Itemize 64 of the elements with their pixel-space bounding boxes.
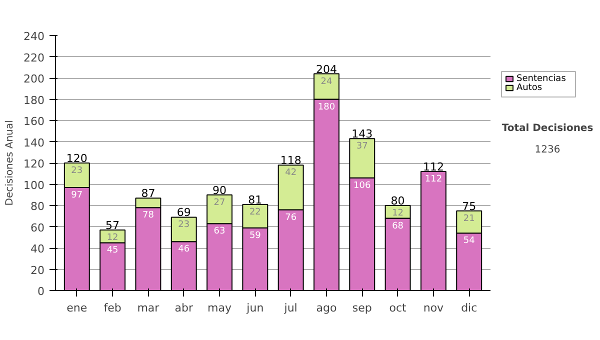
x-tick-label: mar bbox=[137, 302, 160, 314]
total-label: 75 bbox=[462, 200, 476, 213]
x-tick-label: feb bbox=[104, 302, 122, 314]
y-tick-label: 0 bbox=[38, 285, 44, 298]
total-label: 87 bbox=[141, 187, 156, 200]
data-label: 46 bbox=[178, 244, 190, 255]
data-label: 78 bbox=[142, 210, 154, 221]
total-label: 118 bbox=[280, 154, 302, 168]
total-label: 120 bbox=[66, 152, 88, 165]
x-tick-label: sep bbox=[352, 302, 372, 314]
data-label: 68 bbox=[392, 221, 404, 232]
data-label: 106 bbox=[354, 180, 371, 191]
data-label: 76 bbox=[285, 212, 297, 223]
data-label: 27 bbox=[214, 198, 226, 208]
x-tick-label: dic bbox=[461, 302, 478, 314]
text: Total Decisiones bbox=[502, 123, 594, 134]
data-label: 112 bbox=[424, 174, 442, 184]
total-label: 81 bbox=[248, 193, 262, 206]
x-tick-label: ene bbox=[66, 302, 88, 314]
y-tick-label: 100 bbox=[24, 178, 45, 192]
y-tick-label: 180 bbox=[24, 94, 45, 107]
text: 1236 bbox=[534, 144, 560, 156]
x-tick-label: jul bbox=[283, 302, 298, 314]
x-tick-label: may bbox=[208, 302, 232, 314]
x-tick-label: abr bbox=[174, 302, 194, 314]
data-label: 97 bbox=[71, 190, 83, 200]
y-axis-title: Decisiones Anual bbox=[4, 120, 16, 206]
total-label: 143 bbox=[352, 128, 373, 141]
total-label: 57 bbox=[106, 218, 120, 232]
y-tick-label: 160 bbox=[24, 115, 45, 128]
y-tick-label: 140 bbox=[24, 136, 45, 150]
data-label: 22 bbox=[249, 207, 261, 218]
y-tick-label: 120 bbox=[24, 158, 45, 170]
legend-label: Autos bbox=[516, 83, 542, 93]
data-label: 42 bbox=[285, 168, 297, 178]
data-label: 24 bbox=[320, 76, 332, 87]
y-tick-label: 40 bbox=[30, 242, 45, 256]
y-tick-label: 200 bbox=[24, 72, 45, 86]
legend-label: Sentencias bbox=[516, 74, 566, 84]
total-label: 112 bbox=[422, 160, 444, 174]
x-tick-label: oct bbox=[389, 302, 408, 314]
total-label: 69 bbox=[176, 206, 191, 220]
total-label: 90 bbox=[212, 184, 227, 197]
x-tick-label: jun bbox=[246, 302, 264, 314]
data-label: 23 bbox=[178, 220, 190, 230]
data-label: 21 bbox=[463, 214, 475, 224]
data-label: 45 bbox=[106, 246, 118, 256]
x-tick-label: ago bbox=[316, 302, 337, 314]
y-tick-label: 60 bbox=[30, 221, 45, 234]
total-label: 80 bbox=[390, 194, 405, 208]
y-tick-label: 80 bbox=[30, 200, 45, 213]
y-tick-label: 240 bbox=[24, 30, 45, 43]
total-label: 204 bbox=[316, 62, 337, 76]
y-tick-label: 20 bbox=[30, 264, 45, 277]
data-label: 54 bbox=[463, 236, 476, 246]
data-label: 12 bbox=[106, 232, 118, 243]
y-tick-label: 220 bbox=[24, 51, 45, 64]
data-label: 37 bbox=[356, 142, 368, 152]
data-label: 12 bbox=[392, 208, 404, 218]
x-tick-label: nov bbox=[423, 302, 444, 314]
data-label: 59 bbox=[249, 230, 262, 241]
data-label: 23 bbox=[71, 166, 83, 176]
data-label: 63 bbox=[214, 226, 226, 237]
data-label: 180 bbox=[318, 102, 336, 112]
